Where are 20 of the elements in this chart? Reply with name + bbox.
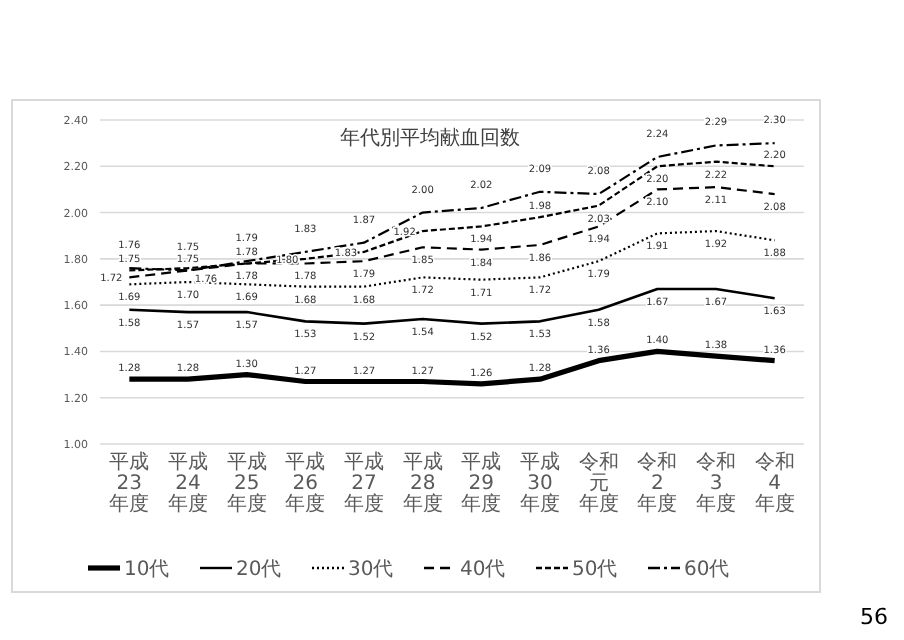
x-tick-label: 平成25年度: [226, 450, 267, 516]
legend-label: 20代: [236, 559, 282, 581]
x-tick-label: 平成28年度: [402, 450, 443, 516]
x-tick-label: 平成30年度: [520, 450, 560, 516]
x-tick-label: 平成26年度: [285, 450, 326, 516]
chart-title: 年代別平均献血回数: [340, 126, 520, 150]
x-tick-label: 平成24年度: [168, 450, 208, 516]
legend-label: 60代: [684, 559, 730, 581]
legend-label: 30代: [348, 559, 394, 581]
text: 56: [860, 604, 888, 630]
x-tick-label: 令和2年度: [637, 450, 678, 516]
x-tick-label: 平成29年度: [461, 450, 502, 516]
x-tick-label: 平成23年度: [109, 450, 150, 516]
x-tick-label: 令和4年度: [754, 450, 795, 516]
legend-label: 10代: [124, 559, 170, 581]
legend-label: 50代: [572, 559, 618, 581]
x-tick-label: 令和3年度: [696, 450, 736, 516]
legend-label: 40代: [460, 559, 506, 581]
x-tick-label: 令和元年度: [578, 450, 619, 516]
x-tick-label: 平成27年度: [344, 450, 384, 516]
